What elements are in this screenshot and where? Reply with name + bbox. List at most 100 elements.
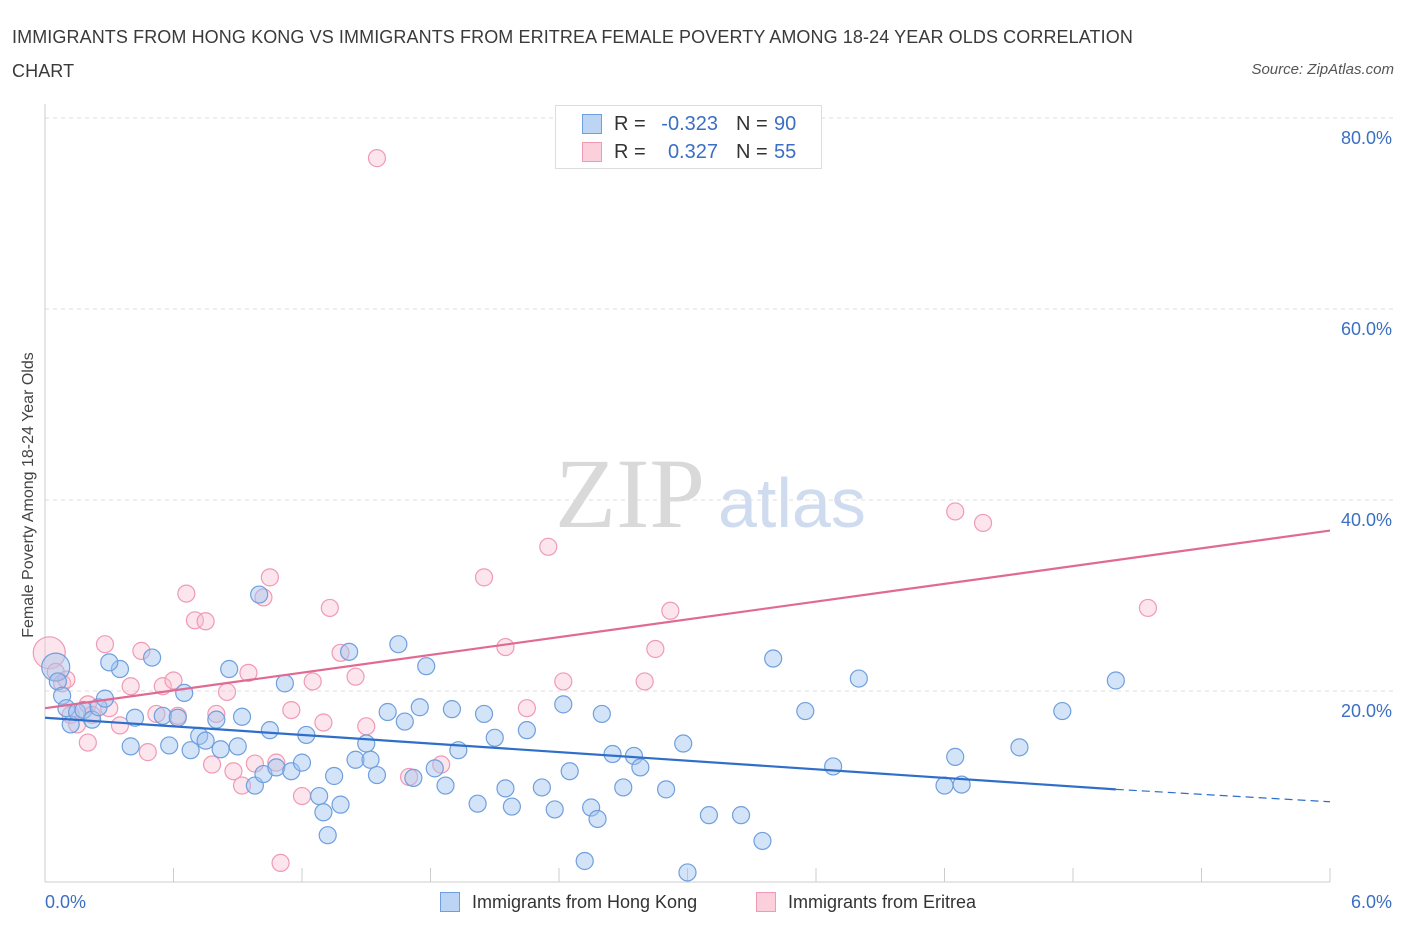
- eritrea-point: [164, 671, 183, 690]
- hong-kong-point: [160, 736, 179, 755]
- eritrea-point: [217, 682, 237, 702]
- hong-kong-point: [425, 759, 444, 778]
- hong-kong-point: [560, 762, 579, 781]
- hong-kong-point: [631, 758, 650, 777]
- hong-kong-point: [310, 786, 329, 806]
- hong-kong-legend-swatch: [440, 892, 460, 912]
- hong-kong-point: [588, 809, 607, 829]
- correlation-legend: R = -0.323 N = 90 R = 0.327 N = 55: [555, 105, 822, 169]
- hong-kong-point: [196, 731, 215, 750]
- eritrea-point: [121, 677, 140, 696]
- eritrea-point: [646, 639, 665, 659]
- tick-labels: 20.0% 40.0% 60.0% 80.0% 0.0% 6.0%: [45, 128, 1392, 912]
- trend-lines: [44, 529, 1331, 803]
- eritrea-point: [78, 733, 97, 752]
- hong-kong-point: [292, 753, 312, 772]
- hong-kong-point: [378, 702, 397, 722]
- hong-kong-point: [232, 707, 252, 726]
- eritrea-point: [661, 601, 680, 620]
- hong-kong-point: [656, 780, 676, 799]
- hong-kong-point: [340, 642, 359, 661]
- hong-kong-point: [824, 757, 843, 776]
- hong-kong-point: [211, 740, 230, 759]
- hong-kong-point: [228, 737, 247, 756]
- x-tick-label: 6.0%: [1351, 892, 1392, 912]
- hong-kong-point: [764, 649, 783, 668]
- eritrea-point: [95, 635, 115, 654]
- r-value: -0.323: [661, 112, 718, 135]
- hong-kong-point: [325, 766, 344, 786]
- hong-kong-point: [153, 706, 172, 725]
- hong-kong-points: [41, 585, 1125, 882]
- eritrea-point: [357, 717, 376, 736]
- eritrea-point: [320, 598, 339, 618]
- eritrea-point: [207, 704, 226, 724]
- eritrea-swatch: [582, 142, 602, 162]
- hong-kong-point: [121, 737, 140, 756]
- hong-kong-point: [404, 768, 423, 788]
- eritrea-point: [635, 672, 654, 691]
- hong-kong-point: [357, 734, 376, 753]
- legend-item-hong-kong: Immigrants from Hong Kong: [440, 890, 697, 914]
- hong-kong-point: [442, 700, 462, 719]
- legend-label-eritrea: Immigrants from Eritrea: [788, 891, 977, 912]
- hong-kong-point: [614, 778, 633, 797]
- hong-kong-point: [502, 797, 521, 816]
- eritrea-point: [267, 753, 286, 772]
- hong-kong-point: [485, 728, 504, 747]
- hong-kong-point: [175, 683, 194, 703]
- eritrea-point: [1138, 598, 1158, 618]
- hong-kong-point: [496, 779, 515, 798]
- hong-kong-point: [346, 750, 365, 769]
- axes: [44, 104, 1331, 883]
- hong-kong-point: [207, 710, 226, 729]
- eritrea-point: [346, 667, 365, 686]
- source-label: Source: ZipAtlas.com: [1251, 61, 1394, 78]
- hong-kong-point: [1106, 671, 1125, 690]
- n-label: N =: [736, 140, 768, 163]
- eritrea-point: [196, 612, 215, 631]
- legend-item-eritrea: Immigrants from Eritrea: [756, 890, 976, 914]
- hong-kong-point: [318, 826, 337, 845]
- y-tick-label: 40.0%: [1341, 510, 1392, 530]
- hong-kong-point: [474, 704, 494, 724]
- eritrea-legend-swatch: [756, 892, 776, 912]
- r-value: 0.327: [667, 140, 718, 163]
- hong-kong-swatch: [582, 114, 602, 134]
- eritrea-point: [282, 700, 301, 720]
- eritrea-point: [83, 705, 102, 724]
- hong-kong-point: [168, 708, 187, 727]
- hong-kong-point: [100, 653, 119, 672]
- eritrea-point: [973, 513, 993, 533]
- eritrea-point: [138, 743, 157, 762]
- hong-kong-point: [48, 672, 67, 691]
- eritrea-point: [496, 637, 515, 657]
- eritrea-point: [946, 502, 965, 521]
- eritrea-point: [177, 584, 196, 603]
- hong-kong-point: [946, 747, 965, 766]
- hong-kong-point: [267, 758, 286, 777]
- y-tick-label: 80.0%: [1341, 128, 1392, 148]
- n-value: 55: [774, 140, 797, 163]
- eritrea-point: [147, 704, 166, 724]
- hong-kong-point: [545, 800, 564, 819]
- hong-kong-point: [678, 863, 697, 882]
- eritrea-point: [202, 755, 222, 774]
- hong-kong-trend-extension: [1115, 788, 1331, 803]
- hong-kong-point: [582, 798, 601, 817]
- gridlines: [45, 117, 1395, 692]
- hong-kong-point: [436, 776, 455, 795]
- hong-kong-point: [220, 659, 239, 679]
- n-value: 90: [774, 112, 797, 135]
- eritrea-point: [132, 641, 151, 660]
- eritrea-point: [303, 672, 322, 691]
- hong-kong-point: [410, 698, 429, 717]
- eritrea-point: [224, 762, 243, 781]
- eritrea-point: [292, 786, 312, 806]
- eritrea-point: [474, 568, 494, 587]
- eritrea-point: [232, 776, 252, 795]
- eritrea-point: [554, 672, 573, 691]
- hong-kong-point: [1010, 738, 1029, 757]
- chart-title: IMMIGRANTS FROM HONG KONG VS IMMIGRANTS …: [12, 27, 1133, 81]
- watermark-zip: ZIP: [555, 438, 705, 549]
